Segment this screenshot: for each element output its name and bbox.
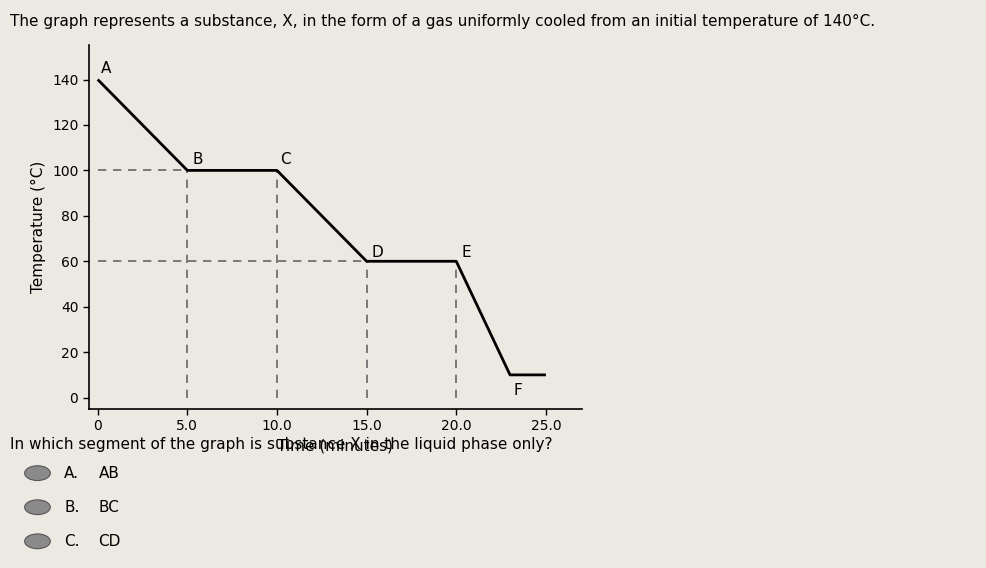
Text: F: F <box>514 383 523 398</box>
Text: The graph represents a substance, X, in the form of a gas uniformly cooled from : The graph represents a substance, X, in … <box>10 14 875 29</box>
Text: BC: BC <box>99 500 119 515</box>
Text: C: C <box>281 152 291 166</box>
Y-axis label: Temperature (°C): Temperature (°C) <box>32 161 46 293</box>
X-axis label: Time (minutes): Time (minutes) <box>277 439 393 454</box>
Text: CD: CD <box>99 534 121 549</box>
Text: B: B <box>192 152 203 166</box>
Text: A.: A. <box>64 466 79 481</box>
Text: D: D <box>372 245 384 260</box>
Text: C.: C. <box>64 534 80 549</box>
Text: B.: B. <box>64 500 80 515</box>
Text: E: E <box>461 245 471 260</box>
Text: AB: AB <box>99 466 119 481</box>
Text: In which segment of the graph is substance X in the liquid phase only?: In which segment of the graph is substan… <box>10 437 552 452</box>
Text: A: A <box>102 61 111 76</box>
